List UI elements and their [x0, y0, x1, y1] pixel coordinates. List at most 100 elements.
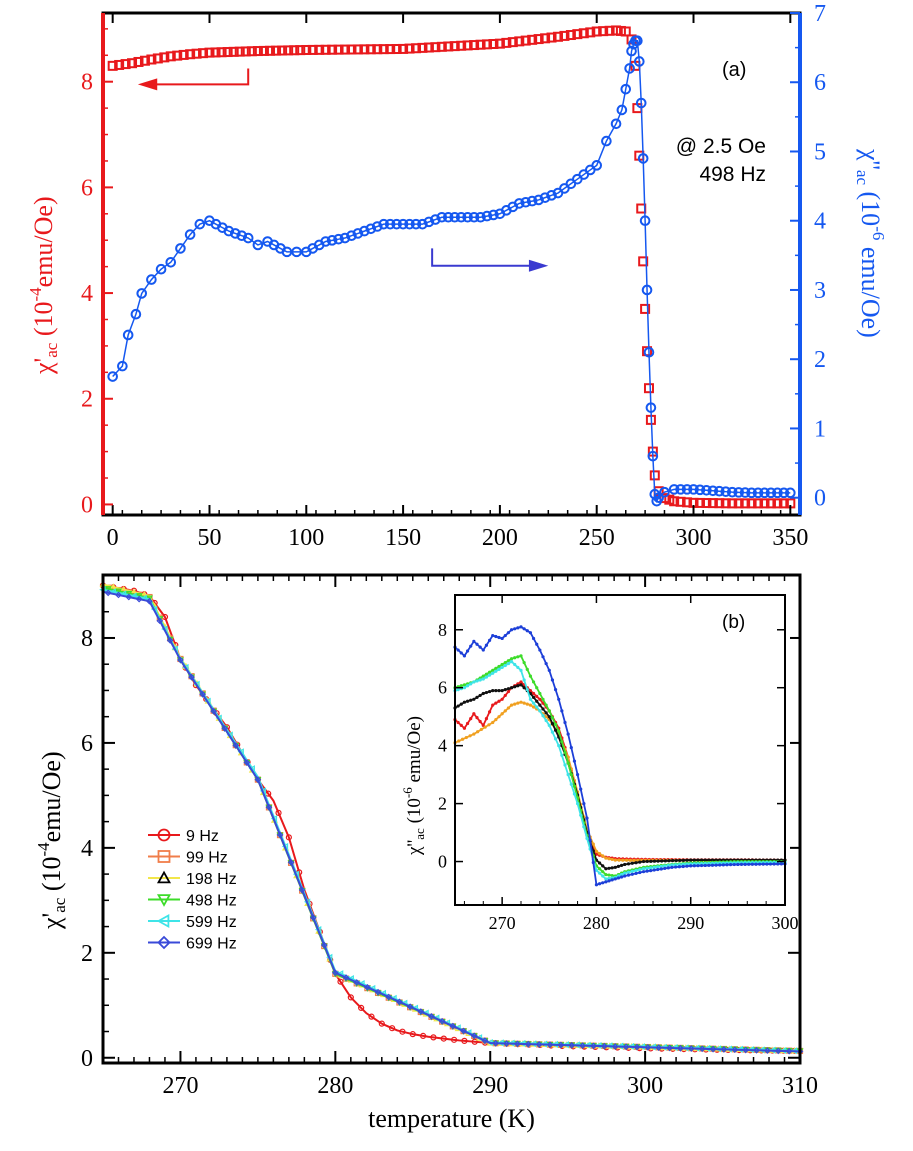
inset-data-point: [659, 864, 663, 869]
inset-data-point: [692, 858, 696, 862]
inset-data-point: [776, 862, 780, 866]
legend-item: 498 Hz: [148, 893, 237, 910]
data-point: [104, 589, 112, 597]
data-point: [130, 308, 142, 320]
data-point: [114, 588, 123, 595]
data-point: [326, 235, 338, 246]
inset-data-point: [462, 726, 467, 730]
data-point: [471, 1038, 478, 1045]
inset-data-point: [604, 872, 608, 877]
inset-data-point: [707, 858, 711, 862]
data-point: [107, 60, 118, 71]
data-point: [653, 492, 664, 503]
data-point: [339, 232, 351, 244]
data-point: [331, 969, 339, 977]
inset-data-point: [478, 693, 482, 698]
data-point: [701, 485, 712, 496]
inset-data-point: [503, 693, 507, 698]
inset-data-point: [525, 629, 529, 633]
inset-data-point: [685, 858, 689, 862]
inset-data-point: [566, 761, 570, 765]
inset-data-point: [743, 862, 747, 866]
inset-data-point: [616, 876, 621, 880]
data-point: [635, 97, 647, 109]
inset-data-point: [634, 871, 638, 876]
inset-data-point: [641, 859, 646, 864]
inset-data-point: [544, 703, 548, 707]
inset-data-point: [601, 881, 605, 885]
data-point: [146, 54, 157, 65]
data-point: [746, 487, 757, 499]
data-point: [120, 59, 131, 70]
inset-x-tick-label: 290: [677, 913, 704, 933]
panel-a-right-axis-label: χ''ac (10-6 emu/Oe): [853, 148, 888, 338]
inset-x-ticks: 270 280 290 300: [463, 595, 799, 933]
data-point: [714, 485, 725, 497]
inset-data-point: [626, 862, 631, 866]
inset-data-point: [547, 715, 551, 719]
data-point: [417, 1008, 425, 1015]
data-point: [675, 496, 686, 507]
data-point: [298, 886, 306, 894]
data-point: [557, 1041, 565, 1049]
data-point: [637, 153, 649, 164]
legend-marker: [156, 913, 170, 929]
inset-data-point: [557, 744, 561, 748]
inset-data-point: [519, 668, 523, 672]
inset-data-point: [494, 689, 498, 693]
data-point: [753, 498, 764, 509]
data-point: [139, 55, 150, 66]
inset-data-point: [666, 866, 670, 870]
legend-label: 198 Hz: [186, 871, 237, 888]
panel-a-annotation-freq: 498 Hz: [699, 163, 766, 186]
data-point: [223, 225, 235, 237]
data-point: [391, 218, 402, 230]
right-tick-label: 3: [814, 278, 826, 304]
data-point: [481, 39, 492, 50]
inset-data-point: [509, 657, 514, 661]
inset-data-point: [761, 862, 765, 866]
data-point: [492, 1039, 500, 1047]
data-point: [438, 1017, 446, 1025]
inset-data-point: [541, 697, 545, 701]
inset-data-point: [525, 688, 529, 692]
data-point: [184, 229, 196, 240]
data-point: [342, 974, 350, 981]
data-point: [739, 487, 751, 498]
inset-data-point: [528, 631, 533, 635]
data-point: [391, 44, 402, 55]
inset-data-point: [487, 710, 492, 714]
panel-b-inset: 270 280 290 300 0 2 4 6 8 (b) χ''ac (10-6 emu/O…: [400, 590, 799, 940]
inset-data-point: [604, 867, 608, 871]
inset-data-point: [553, 722, 558, 727]
data-point: [285, 834, 292, 841]
inset-data-point: [732, 862, 736, 867]
data-point: [753, 1046, 760, 1054]
inset-data-point: [729, 863, 733, 867]
data-point: [406, 1003, 414, 1011]
inset-data-point: [483, 725, 487, 729]
data-point: [503, 1040, 510, 1047]
inset-data-point: [739, 862, 744, 866]
inset-y-tick-label: 8: [438, 620, 447, 640]
inset-data-point: [494, 666, 498, 670]
data-point: [252, 239, 264, 251]
inset-data-point: [541, 655, 545, 659]
inset-data-point: [619, 872, 624, 877]
inset-data-point: [475, 716, 479, 720]
data-point: [604, 25, 615, 36]
inset-data-point: [563, 763, 567, 767]
data-point: [264, 45, 275, 56]
legend-label: 9 Hz: [186, 828, 219, 845]
data-point: [585, 27, 596, 38]
inset-data-point: [519, 625, 523, 629]
inset-data-point: [459, 723, 463, 727]
inset-data-point: [484, 690, 489, 695]
inset-data-point: [472, 639, 476, 643]
inset-data-point: [736, 862, 740, 867]
data-point: [774, 1047, 782, 1055]
data-point: [275, 809, 282, 816]
data-point: [384, 218, 396, 230]
data-point: [507, 37, 518, 48]
right-axis-arrow: [431, 248, 539, 267]
